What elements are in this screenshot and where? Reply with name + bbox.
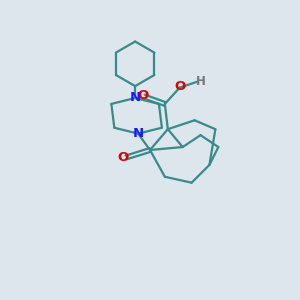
Text: N: N [133, 127, 144, 140]
Text: O: O [174, 80, 185, 93]
Text: N: N [130, 92, 141, 104]
Text: H: H [196, 75, 206, 88]
Text: O: O [117, 151, 128, 164]
Text: O: O [137, 88, 148, 101]
